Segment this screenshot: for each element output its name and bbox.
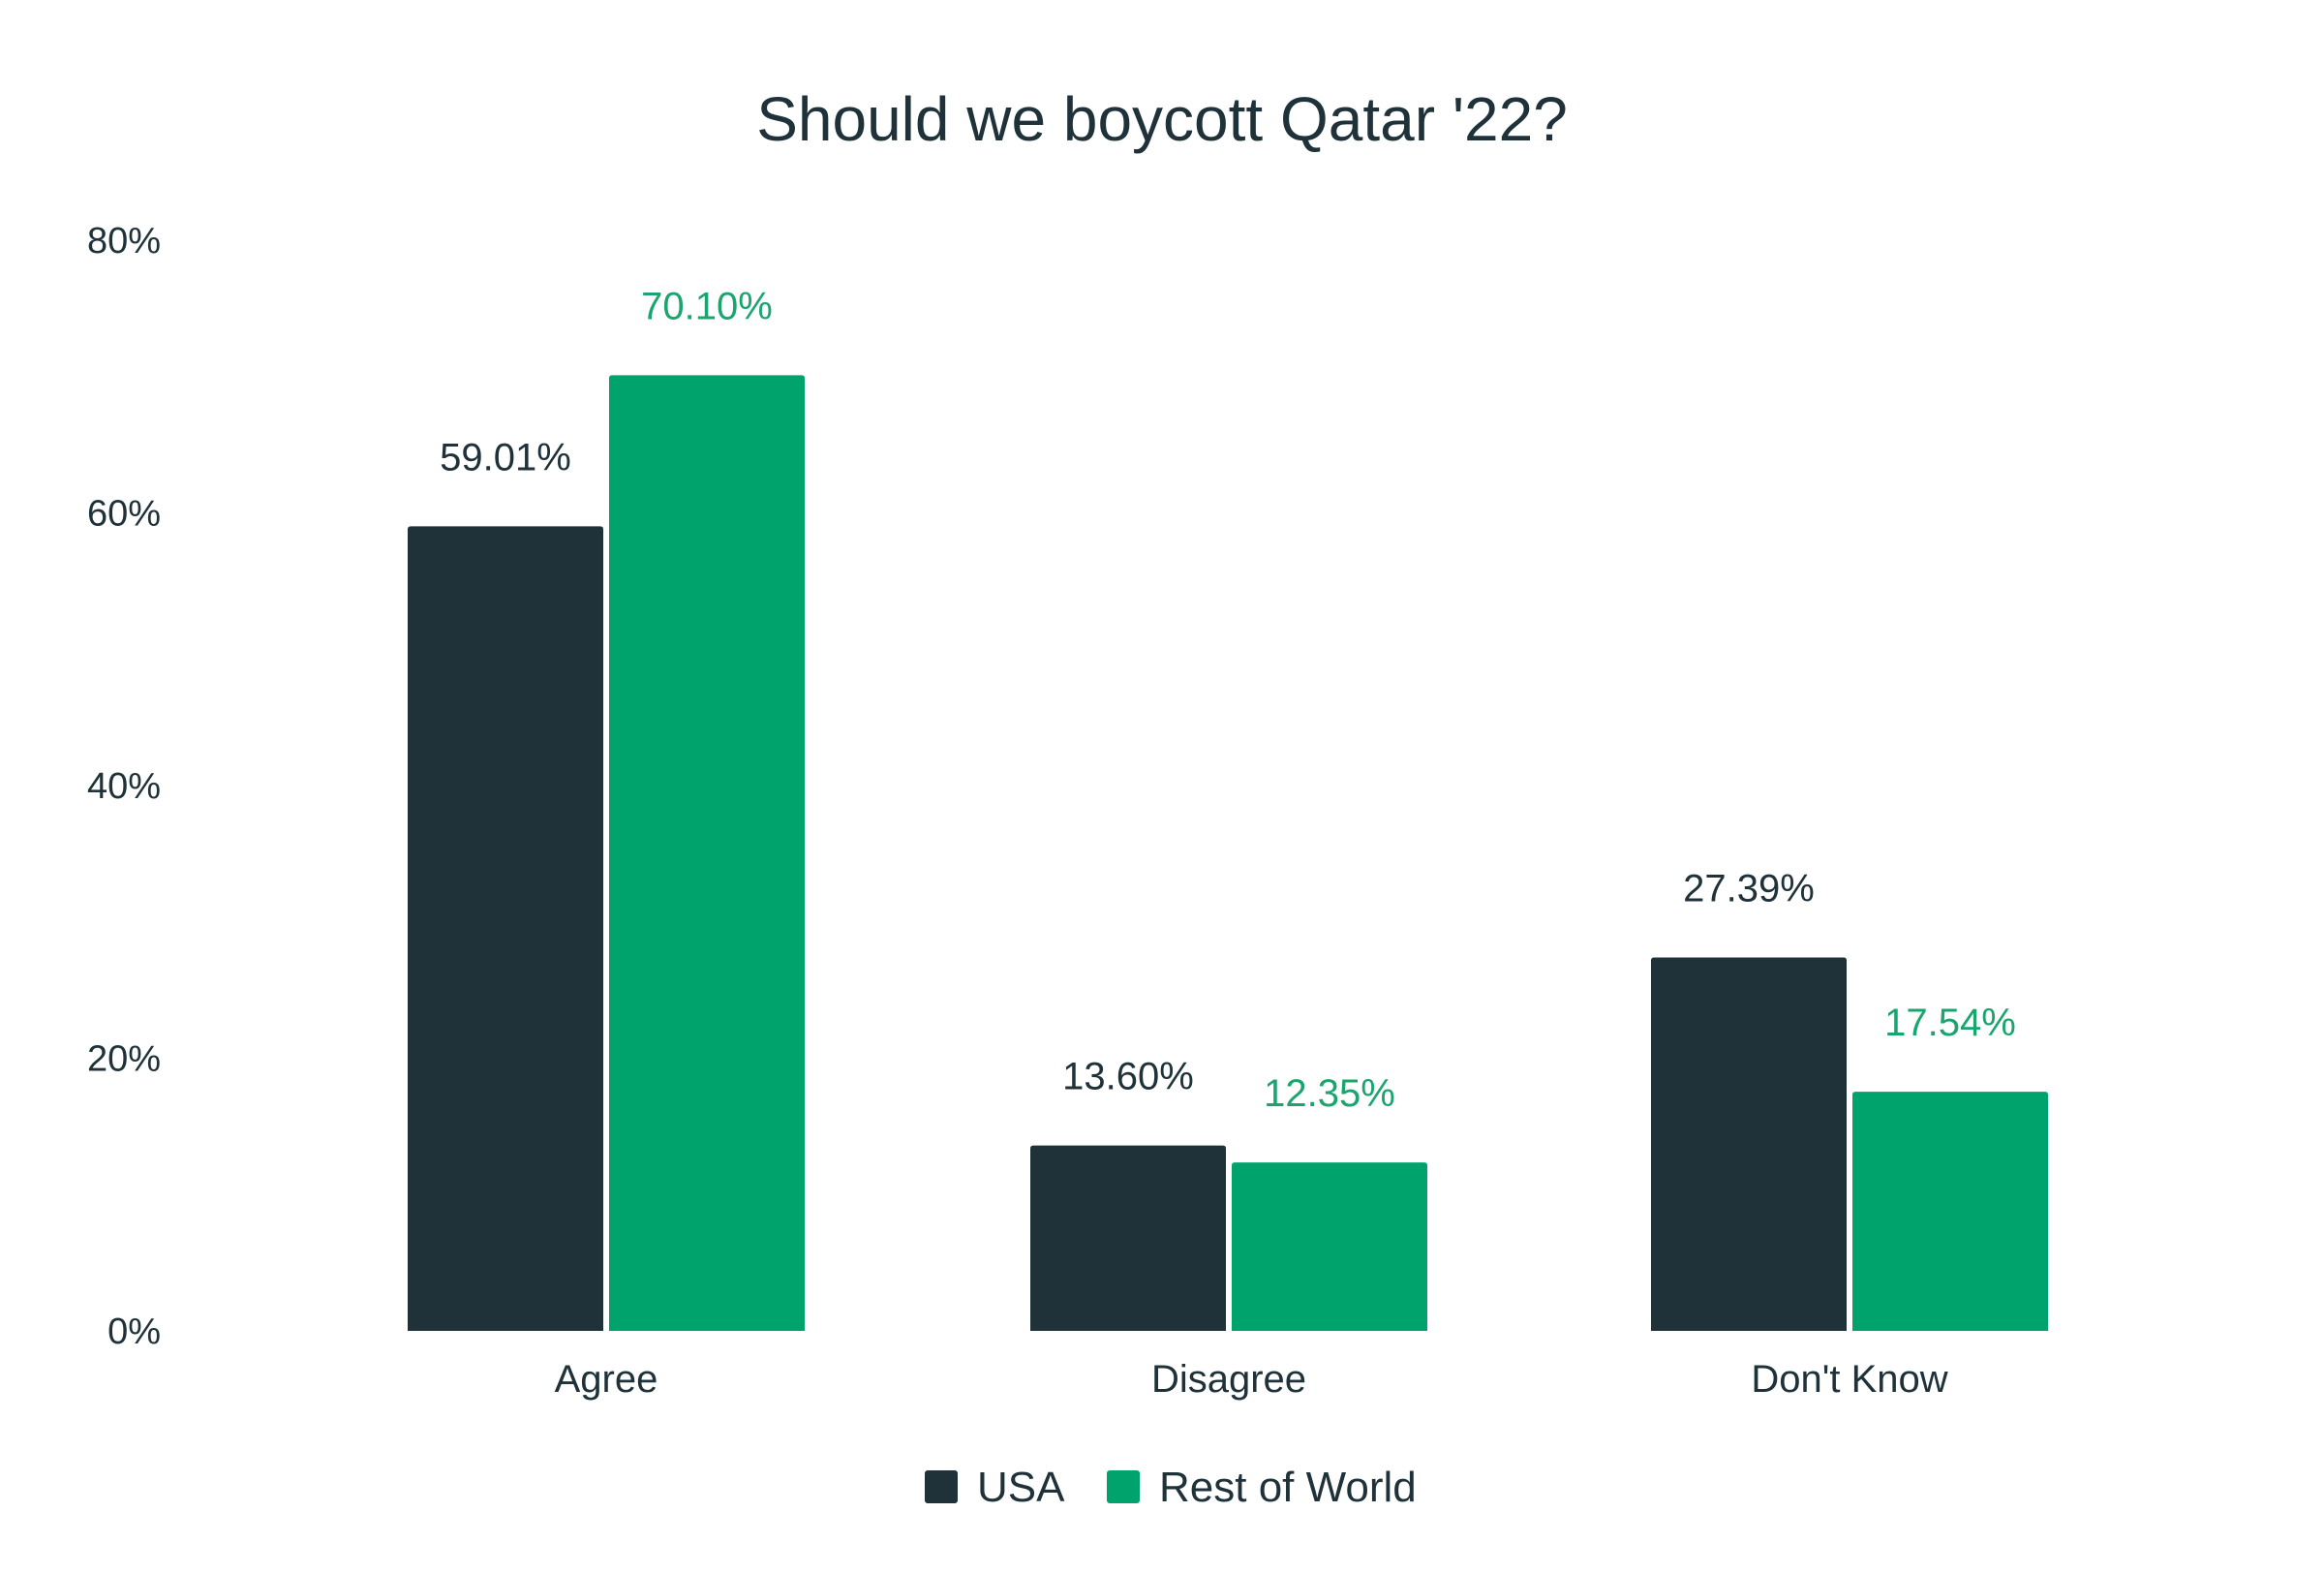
data-label: 59.01%: [440, 436, 571, 478]
legend: USA Rest of World: [925, 1464, 1417, 1511]
bar-usa-don-t-know: [1651, 957, 1847, 1331]
legend-label: USA: [977, 1464, 1065, 1511]
x-axis: Agree Disagree Don't Know: [555, 1358, 1948, 1401]
y-tick-label: 40%: [87, 766, 161, 807]
bars-group: [408, 375, 2048, 1331]
data-label: 70.10%: [641, 285, 773, 327]
chart-title: Should we boycott Qatar '22?: [756, 84, 1568, 154]
x-category-label: Agree: [555, 1358, 658, 1401]
legend-label: Rest of World: [1159, 1464, 1417, 1511]
y-tick-label: 80%: [87, 221, 161, 262]
bar-rest-of-world-don-t-know: [1852, 1092, 2048, 1331]
data-labels-group: 59.01% 70.10% 13.60% 12.35% 27.39% 17.54%: [440, 285, 2016, 1115]
x-category-label: Disagree: [1151, 1358, 1306, 1401]
legend-swatch-rest-of-world: [1107, 1470, 1140, 1503]
y-tick-label: 60%: [87, 494, 161, 535]
data-label: 27.39%: [1683, 867, 1815, 910]
y-tick-label: 20%: [87, 1039, 161, 1080]
bar-usa-agree: [408, 526, 603, 1331]
y-axis: 0% 20% 40% 60% 80%: [87, 221, 161, 1352]
data-label: 17.54%: [1884, 1002, 2016, 1044]
bar-usa-disagree: [1030, 1145, 1226, 1331]
data-label: 13.60%: [1062, 1056, 1194, 1098]
bar-rest-of-world-agree: [609, 375, 805, 1331]
x-category-label: Don't Know: [1751, 1358, 1947, 1401]
bar-rest-of-world-disagree: [1232, 1162, 1427, 1331]
y-tick-label: 0%: [107, 1312, 161, 1352]
data-label: 12.35%: [1264, 1072, 1395, 1115]
legend-swatch-usa: [925, 1470, 958, 1503]
